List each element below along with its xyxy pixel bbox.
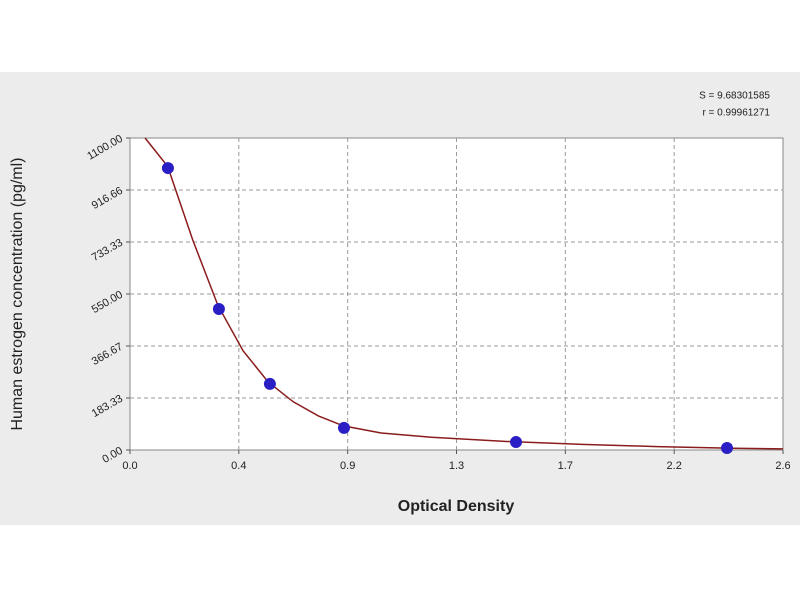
x-axis-title: Optical Density xyxy=(398,498,515,515)
x-tick-label: 0.9 xyxy=(340,460,355,472)
x-tick-label: 2.6 xyxy=(775,460,790,472)
x-tick-label: 1.3 xyxy=(449,460,464,472)
data-point xyxy=(212,303,225,316)
data-point xyxy=(161,162,174,175)
x-tick-label: 1.7 xyxy=(558,460,573,472)
data-point xyxy=(720,442,733,455)
data-point xyxy=(510,436,523,449)
x-tick-label: 2.2 xyxy=(667,460,682,472)
data-point xyxy=(263,377,276,390)
data-point xyxy=(337,421,350,434)
y-axis-title: Human estrogen concentration (pg/ml) xyxy=(9,157,26,430)
fit-curve xyxy=(144,137,784,450)
x-tick-label: 0.4 xyxy=(231,460,246,472)
x-tick-label: 0.0 xyxy=(122,460,137,472)
annotation: r = 0.99961271 xyxy=(702,108,770,119)
annotation: S = 9.68301585 xyxy=(699,91,770,102)
